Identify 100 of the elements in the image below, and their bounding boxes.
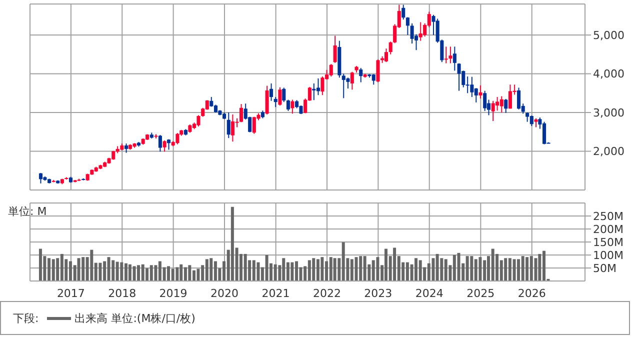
bar: [56, 258, 60, 281]
bar: [376, 257, 380, 281]
x-tick-label: 2025: [466, 286, 495, 300]
bar: [120, 262, 124, 281]
y-tick-label: 150M: [593, 236, 624, 249]
y-tick-label: 2,000: [593, 145, 624, 158]
bar: [154, 265, 158, 281]
bar: [77, 258, 80, 281]
bar: [526, 257, 529, 281]
candlestick: [402, 4, 406, 20]
x-tick-label: 2024: [415, 286, 444, 300]
bar: [290, 262, 294, 281]
bar: [444, 259, 448, 281]
candlestick: [176, 132, 180, 145]
bar: [184, 267, 187, 281]
bar: [180, 264, 183, 281]
candlestick: [320, 76, 324, 96]
candlestick: [372, 74, 376, 86]
bar: [393, 248, 396, 281]
bar: [512, 259, 516, 281]
bar: [534, 258, 538, 281]
y-tick-label: 50M: [593, 262, 616, 275]
candlestick: [530, 115, 534, 127]
bar: [112, 260, 115, 281]
bar: [210, 258, 213, 281]
candlestick: [226, 112, 230, 139]
candlestick: [312, 82, 316, 101]
bar: [82, 257, 85, 281]
bar: [196, 268, 200, 281]
y-tick-label: 3,000: [593, 106, 624, 120]
bar: [316, 259, 320, 281]
bar: [90, 250, 94, 281]
candlestick: [516, 87, 521, 110]
bar: [329, 257, 332, 281]
bar: [470, 256, 474, 281]
candlestick: [270, 82, 274, 102]
bar: [418, 260, 422, 281]
candlestick: [282, 87, 286, 103]
bar: [150, 265, 153, 281]
candlestick: [286, 99, 290, 112]
legend-title: 下段:: [13, 310, 39, 326]
bar: [60, 254, 64, 281]
bar: [372, 260, 375, 281]
candlestick: [359, 67, 363, 83]
candlestick: [452, 46, 456, 72]
candlestick: [491, 100, 495, 122]
candlestick: [483, 90, 487, 112]
bar: [141, 264, 144, 281]
candlestick: [388, 41, 392, 55]
bar: [363, 256, 366, 281]
x-tick-label: 2020: [210, 286, 238, 300]
bar: [286, 262, 290, 281]
bar: [308, 260, 311, 281]
candlestick: [474, 88, 478, 103]
candlestick: [265, 85, 269, 115]
candlestick: [158, 134, 162, 152]
y-tick-label: 4,000: [593, 68, 624, 81]
x-tick-label: 2022: [312, 286, 341, 300]
bar: [333, 258, 336, 281]
x-tick-label: 2017: [56, 286, 85, 300]
bar: [432, 258, 435, 281]
y-tick-label: 250M: [593, 210, 624, 223]
candlestick: [346, 77, 350, 89]
candlestick: [290, 99, 294, 114]
bar: [107, 257, 110, 281]
bar: [205, 259, 208, 281]
x-tick-label: 2019: [159, 286, 188, 300]
candlestick: [333, 35, 337, 64]
bar: [466, 256, 469, 281]
candlestick: [124, 143, 128, 154]
bar: [474, 259, 478, 281]
candlestick: [166, 138, 171, 150]
candlestick: [444, 46, 448, 64]
candlestick: [410, 22, 414, 44]
candlestick: [38, 172, 43, 184]
bar: [132, 266, 136, 281]
candlestick: [196, 114, 200, 127]
candlestick: [526, 112, 530, 122]
bar: [116, 262, 119, 281]
candlestick: [406, 16, 410, 36]
x-tick-label: 2026: [518, 286, 546, 300]
bar: [252, 260, 256, 281]
bar: [188, 265, 192, 281]
candlestick: [500, 96, 504, 113]
bar: [530, 256, 533, 281]
bar: [538, 254, 542, 281]
candlestick: [457, 62, 461, 92]
bar: [312, 258, 316, 281]
candlestick: [496, 96, 500, 112]
bar: [457, 252, 460, 281]
bar: [265, 255, 268, 281]
bar: [38, 248, 42, 281]
bar: [146, 268, 149, 281]
candlestick: [239, 103, 244, 123]
candlestick: [342, 73, 346, 99]
bar: [521, 256, 524, 281]
bar: [244, 254, 247, 281]
bar: [282, 258, 286, 281]
bar: [504, 258, 508, 281]
bar: [342, 242, 345, 281]
